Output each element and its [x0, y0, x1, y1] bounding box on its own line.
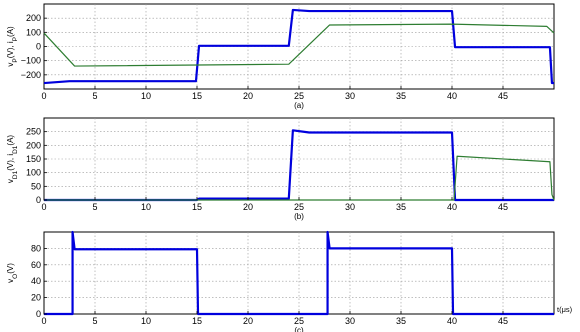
label-part: v — [6, 279, 15, 283]
x-tick-label: 5 — [92, 316, 97, 326]
x-tick-label: 30 — [345, 202, 355, 212]
x-tick-label: 15 — [192, 316, 202, 326]
x-tick-label: 0 — [41, 91, 46, 101]
x-tick-label: 35 — [396, 316, 406, 326]
y-tick-label: 0 — [36, 195, 41, 205]
label-subscript: P — [12, 58, 19, 62]
y-tick-label: 60 — [31, 260, 41, 270]
x-tick-label: 0 — [41, 316, 46, 326]
label-subscript: P — [12, 37, 19, 41]
y-tick-label: 100 — [26, 27, 41, 37]
x-tick-label: 15 — [192, 91, 202, 101]
panel-caption: (a) — [294, 101, 304, 110]
label-part: v — [6, 179, 15, 183]
y-tick-label: 0 — [36, 309, 41, 319]
label-part: (A) — [6, 135, 15, 146]
x-tick-label: 20 — [243, 316, 253, 326]
x-tick-label: 40 — [447, 316, 457, 326]
x-tick-label: 5 — [92, 91, 97, 101]
y-tick-label: 40 — [31, 276, 41, 286]
panel-caption: (b) — [294, 212, 304, 221]
y-tick-label: −100 — [21, 56, 41, 66]
panel-caption: (c) — [294, 326, 304, 332]
plot-area — [43, 231, 555, 315]
x-tick-label: 10 — [141, 316, 151, 326]
x-tick-label: 35 — [396, 91, 406, 101]
y-tick-label: 100 — [26, 168, 41, 178]
y-tick-label: −200 — [21, 70, 41, 80]
label-part: (V), i — [6, 41, 15, 58]
y-tick-label: 200 — [26, 13, 41, 23]
y-tick-label: 150 — [26, 154, 41, 164]
label-subscript: D1 — [12, 145, 19, 154]
x-tick-label: 30 — [345, 316, 355, 326]
x-tick-label: 20 — [243, 202, 253, 212]
label-part: (A) — [6, 26, 15, 37]
x-tick-label: 40 — [447, 91, 457, 101]
label-part: (V), i — [6, 154, 15, 171]
y-tick-label: 200 — [26, 140, 41, 150]
x-tick-label: 25 — [294, 91, 304, 101]
x-tick-label: 30 — [345, 91, 355, 101]
y-axis-label: vO(V) — [6, 263, 19, 283]
x-tick-label: 15 — [192, 202, 202, 212]
x-tick-label: 45 — [498, 316, 508, 326]
x-tick-label: 40 — [447, 202, 457, 212]
label-subscript: D1 — [12, 170, 19, 179]
y-tick-label: 0 — [36, 42, 41, 52]
x-axis-label: t(μs) — [557, 305, 573, 314]
x-tick-label: 10 — [141, 202, 151, 212]
x-tick-label: 25 — [294, 316, 304, 326]
series-line-1 — [43, 23, 555, 67]
y-tick-label: 250 — [26, 127, 41, 137]
series-line-1 — [44, 155, 555, 201]
x-tick-label: 35 — [396, 202, 406, 212]
x-tick-label: 20 — [243, 91, 253, 101]
series-line-0 — [43, 8, 554, 85]
y-axis-label: vD1(V), iD1(A) — [6, 135, 19, 184]
x-tick-label: 5 — [92, 202, 97, 212]
series-line-0 — [44, 230, 554, 316]
label-part: (V) — [6, 263, 15, 274]
y-tick-label: 20 — [31, 293, 41, 303]
y-tick-label: 80 — [31, 243, 41, 253]
x-tick-label: 45 — [498, 202, 508, 212]
y-axis-label: vP(V), iP(A) — [6, 26, 19, 67]
label-subscript: O — [12, 274, 19, 279]
x-tick-label: 0 — [41, 202, 46, 212]
label-part: v — [6, 63, 15, 67]
y-tick-label: 50 — [31, 181, 41, 191]
x-tick-label: 45 — [498, 91, 508, 101]
x-tick-label: 25 — [294, 202, 304, 212]
x-tick-label: 10 — [141, 91, 151, 101]
